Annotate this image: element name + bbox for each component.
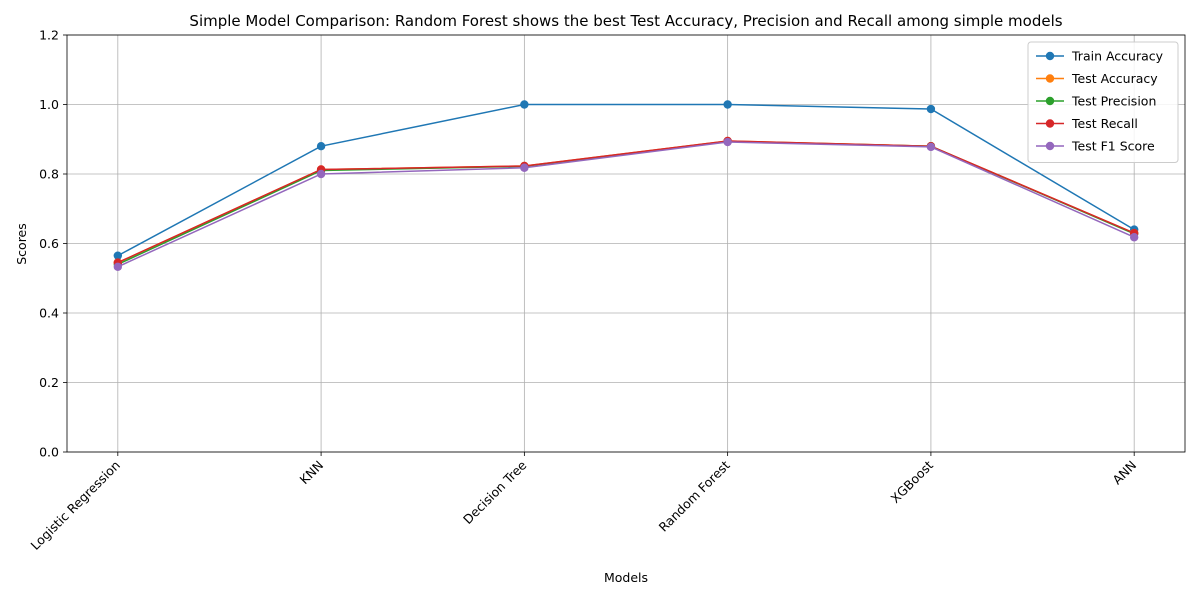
legend-label: Test F1 Score [1071,139,1155,154]
data-point [926,104,936,114]
legend: Train Accuracy Test Accuracy Test Precisio… [1027,41,1179,163]
x-axis-ticks: Logistic Regression KNN Decision Tree Rando… [28,452,1139,553]
legend-label: Test Precision [1071,94,1156,109]
legend-label: Test Recall [1071,116,1138,131]
chart-title: Simple Model Comparison: Random Forest s… [189,12,1062,30]
data-point [316,169,326,179]
legend-marker [1045,51,1055,61]
legend-item: Test Precision [1036,94,1156,109]
x-tick-label: ANN [1109,458,1139,488]
series-line [117,140,1135,264]
series-train-accuracy [113,100,1139,260]
data-point [520,163,529,172]
legend-marker [1045,141,1055,151]
x-tick-label: Logistic Regression [28,458,123,553]
series-line [117,140,1135,264]
legend-item: Test Accuracy [1036,71,1158,86]
x-tick-label: XGBoost [888,457,937,506]
y-tick-label: 0.2 [39,375,59,390]
legend-label: Train Accuracy [1071,49,1164,64]
data-point [113,262,123,271]
y-tick-label: 0.6 [39,236,59,251]
grid-lines [67,34,1185,453]
y-tick-label: 1.2 [39,28,59,43]
legend-box [1027,41,1179,163]
y-tick-label: 0.0 [39,445,59,460]
legend-marker [1045,74,1055,83]
data-point [926,142,936,152]
x-axis-label: Models [604,570,648,585]
data-point [1129,233,1139,242]
y-tick-label: 0.8 [39,167,59,182]
y-tick-label: 0.4 [39,306,59,321]
data-point [723,100,732,109]
series-test-f1-score [113,137,1139,271]
legend-item: Train Accuracy [1036,49,1164,64]
series-line [117,141,1135,268]
series-line [117,140,1135,266]
x-tick-label: KNN [297,458,327,488]
series-test-recall [113,136,1139,267]
data-point [316,142,326,151]
data-point [113,251,123,260]
series-test-precision [113,137,1139,269]
data-point [520,100,529,109]
data-point [723,137,732,147]
series-line [117,103,1135,257]
series-lines [113,100,1139,271]
legend-marker [1045,96,1055,106]
x-tick-label: Decision Tree [460,457,530,527]
x-tick-label: Random Forest [656,457,733,534]
y-axis-label: Scores [14,223,29,265]
series-test-accuracy [113,136,1139,267]
legend-label: Test Accuracy [1071,71,1158,86]
legend-item: Test Recall [1036,116,1138,131]
legend-marker [1045,119,1055,128]
y-axis-ticks: 0.0 0.2 0.4 0.6 0.8 1.0 1.2 [39,28,67,460]
y-tick-label: 1.0 [39,97,59,112]
legend-item: Test F1 Score [1036,139,1155,154]
